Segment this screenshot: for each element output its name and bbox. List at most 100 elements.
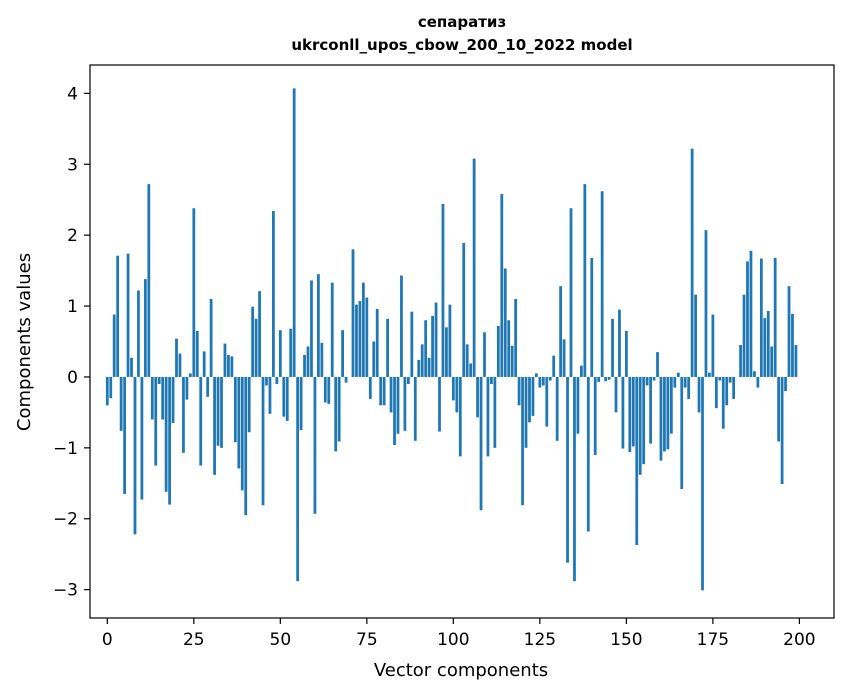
bar (531, 376, 535, 416)
bar (272, 211, 275, 377)
bar (469, 363, 473, 377)
bar (216, 376, 220, 446)
bar (133, 376, 137, 535)
bar (150, 376, 154, 420)
bar (417, 359, 421, 377)
chart-subtitle: ukrconll_upos_cbow_200_10_2022 model (291, 36, 632, 54)
bar (663, 376, 666, 452)
bar (524, 376, 528, 448)
bar (773, 257, 777, 377)
bar (545, 376, 549, 427)
bar (233, 376, 237, 443)
bar (268, 376, 272, 414)
bar (659, 376, 663, 461)
bar (386, 318, 389, 377)
bar (694, 294, 697, 377)
bar (289, 328, 293, 377)
bar (112, 314, 116, 377)
x-tick-label: 125 (524, 630, 556, 650)
bar (310, 280, 313, 377)
bar (202, 351, 206, 377)
bar (555, 376, 559, 441)
bar (420, 344, 424, 377)
bar (382, 376, 386, 406)
bar (337, 376, 341, 442)
bars-group (105, 88, 798, 591)
bar (600, 191, 604, 377)
bar (711, 314, 715, 377)
bar (254, 318, 258, 377)
bar (583, 184, 587, 377)
bar (649, 376, 652, 444)
bar (725, 376, 729, 406)
bar (265, 376, 268, 386)
bar (787, 286, 791, 377)
y-tick-label: 2 (67, 226, 78, 246)
bar (330, 282, 334, 377)
bar (244, 376, 248, 516)
bar (645, 376, 649, 386)
plot-frame (89, 64, 835, 619)
bar (535, 373, 538, 377)
bar (597, 376, 601, 382)
bar (278, 330, 282, 377)
x-tick-label: 150 (610, 630, 642, 650)
bar (327, 376, 331, 404)
bar (701, 376, 704, 591)
bar (375, 308, 379, 377)
bar (673, 376, 677, 388)
bar (683, 376, 687, 388)
bar (669, 376, 673, 434)
bar (479, 376, 483, 511)
bar (631, 376, 635, 447)
bar (296, 376, 300, 582)
bar (687, 376, 691, 399)
bar (604, 376, 607, 382)
x-tick-label: 100 (437, 630, 469, 650)
y-tick-label: 4 (67, 84, 78, 104)
bar (763, 318, 767, 377)
x-tick-label: 75 (356, 630, 378, 650)
bar (559, 286, 563, 377)
bar (251, 306, 255, 377)
bar (119, 376, 123, 431)
bar (188, 373, 192, 377)
bar (607, 376, 611, 380)
bar (192, 208, 196, 377)
bar (379, 376, 383, 406)
x-tick-label: 0 (102, 630, 113, 650)
bar (261, 376, 265, 506)
bar (690, 148, 694, 377)
bar (299, 376, 303, 431)
bar (424, 320, 428, 377)
bar (496, 325, 500, 377)
bar (538, 376, 542, 388)
bar (493, 376, 497, 448)
bar (483, 332, 486, 377)
y-axis-label: Components values (14, 253, 35, 431)
bar (223, 343, 227, 377)
bar (275, 376, 279, 385)
bar (445, 327, 448, 377)
bar (618, 309, 621, 377)
bar (154, 376, 158, 466)
bar (175, 338, 178, 377)
bar (548, 376, 552, 381)
bar (171, 376, 175, 424)
bar (137, 290, 140, 377)
bar (562, 339, 566, 377)
bar (611, 318, 614, 377)
bar (431, 315, 434, 377)
bar (490, 376, 493, 385)
bar (403, 376, 407, 431)
bar (213, 376, 216, 475)
bar (770, 346, 774, 377)
bar (621, 376, 625, 449)
x-tick-label: 175 (697, 630, 729, 650)
bar (116, 255, 120, 377)
bar (313, 376, 317, 514)
x-tick-label: 25 (183, 630, 205, 650)
bar (147, 184, 151, 377)
bar (680, 376, 684, 489)
bar (206, 376, 210, 397)
